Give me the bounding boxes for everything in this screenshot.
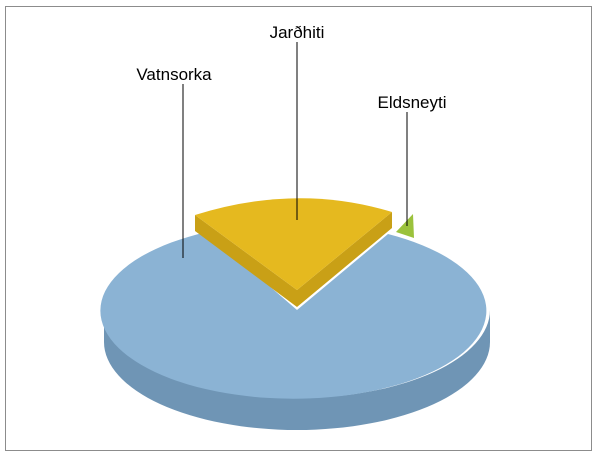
pie-slice-eldsneyti-top	[396, 214, 414, 238]
pie-slice-vatnsorka-side	[104, 310, 490, 430]
pie-slice-jardhiti-side	[195, 212, 392, 307]
slice-label-jardhiti: Jarðhiti	[270, 23, 325, 42]
pie-slice-eldsneyti	[396, 214, 414, 238]
slice-label-eldsneyti: Eldsneyti	[378, 93, 447, 112]
pie-slice-vatnsorka-top	[100, 232, 487, 399]
pie-slice-jardhiti	[195, 198, 392, 307]
pie-slice-jardhiti-top	[195, 198, 392, 290]
pie-slice-vatnsorka	[100, 232, 490, 430]
slice-label-vatnsorka: Vatnsorka	[136, 65, 212, 84]
